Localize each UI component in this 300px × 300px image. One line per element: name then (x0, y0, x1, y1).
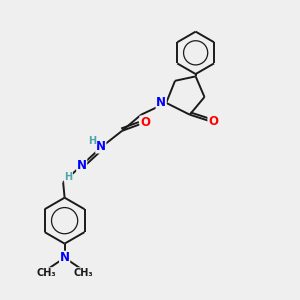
Text: CH₃: CH₃ (73, 268, 93, 278)
Text: O: O (140, 116, 150, 129)
Text: O: O (208, 115, 218, 128)
Text: H: H (64, 172, 73, 182)
Text: H: H (88, 136, 97, 146)
Text: CH₃: CH₃ (36, 268, 56, 278)
Text: N: N (156, 96, 166, 110)
Text: N: N (77, 159, 87, 172)
Text: N: N (60, 251, 70, 264)
Text: N: N (96, 140, 106, 153)
